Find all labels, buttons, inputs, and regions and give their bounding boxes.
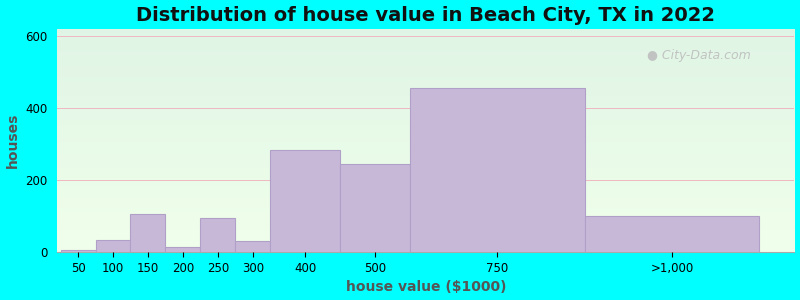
Text: ● City-Data.com: ● City-Data.com	[647, 49, 750, 62]
Bar	[410, 88, 585, 252]
Bar	[270, 149, 340, 252]
Bar	[166, 247, 200, 252]
Y-axis label: houses: houses	[6, 113, 19, 168]
Bar	[235, 242, 270, 252]
Bar	[200, 218, 235, 252]
X-axis label: house value ($1000): house value ($1000)	[346, 280, 506, 294]
Bar	[585, 216, 759, 252]
Bar	[130, 214, 166, 252]
Bar	[95, 240, 130, 252]
Bar	[340, 164, 410, 252]
Bar	[61, 250, 95, 252]
Title: Distribution of house value in Beach City, TX in 2022: Distribution of house value in Beach Cit…	[136, 6, 715, 25]
